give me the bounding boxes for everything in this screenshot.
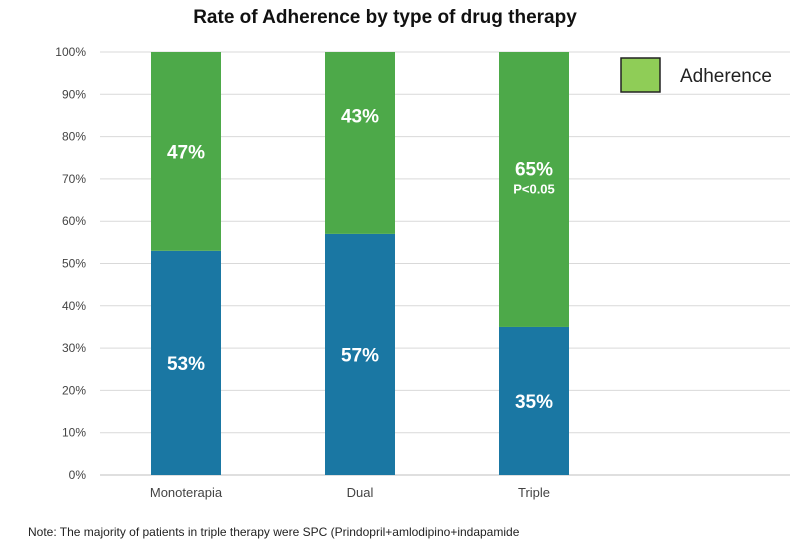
y-tick-label: 40%	[62, 299, 86, 313]
y-tick-label: 100%	[55, 45, 86, 59]
legend: Adherence	[620, 57, 772, 93]
data-labels: 53% 47% 57% 43% 35% 65%P<0.05	[167, 107, 555, 413]
chart-title: Rate of Adherence by type of drug therap…	[193, 7, 577, 28]
bar-segment-lower	[151, 250, 221, 475]
y-tick-label: 20%	[62, 383, 86, 397]
y-tick-label: 70%	[62, 172, 86, 186]
data-label: 35%	[515, 392, 553, 413]
x-tick-label: Triple	[518, 485, 550, 500]
bar-segment-adherence	[325, 52, 395, 234]
data-label: 43%	[341, 107, 379, 128]
y-tick-label: 90%	[62, 87, 86, 101]
y-tick-label: 60%	[62, 214, 86, 228]
chart: Rate of Adherence by type of drug therap…	[55, 7, 790, 500]
x-tick-label: Dual	[347, 485, 374, 500]
data-label: 65%	[515, 159, 553, 180]
legend-swatch	[620, 57, 661, 93]
bar-segment-adherence	[499, 52, 569, 327]
y-tick-label: 50%	[62, 257, 86, 271]
bar-segment-lower	[499, 326, 569, 475]
bars	[151, 52, 569, 475]
footnote: Note: The majority of patients in triple…	[28, 525, 520, 539]
y-tick-label: 10%	[62, 426, 86, 440]
x-tick-label: Monoterapia	[150, 485, 223, 500]
data-label: 53%	[167, 354, 205, 375]
x-axis: Monoterapia Dual Triple	[150, 485, 550, 500]
annotation-label: P<0.05	[513, 181, 555, 196]
legend-label: Adherence	[680, 66, 772, 87]
y-tick-label: 0%	[69, 468, 87, 482]
y-tick-label: 80%	[62, 130, 86, 144]
bar-segment-adherence	[151, 52, 221, 251]
y-axis: 0% 10% 20% 30% 40% 50% 60% 70% 80% 90% 100%	[55, 45, 86, 482]
data-label: 47%	[167, 142, 205, 163]
data-label: 57%	[341, 345, 379, 366]
y-tick-label: 30%	[62, 341, 86, 355]
bar-segment-lower	[325, 233, 395, 475]
